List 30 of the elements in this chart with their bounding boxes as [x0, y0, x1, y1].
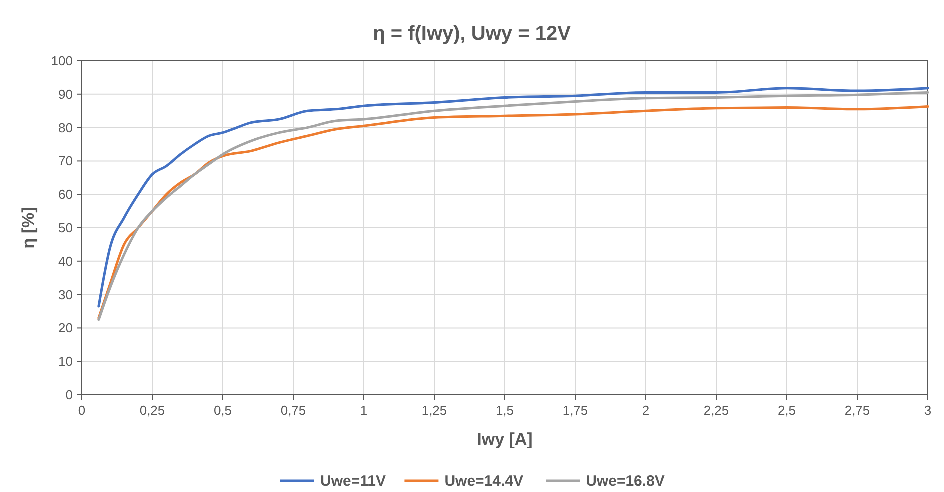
x-tick-label: 1,5 — [496, 403, 514, 418]
y-tick-label: 80 — [58, 120, 73, 136]
y-tick-label: 0 — [66, 388, 73, 402]
y-tick-label: 10 — [58, 354, 73, 370]
x-tick-label: 0,25 — [140, 403, 166, 418]
x-tick-label: 2,25 — [704, 403, 730, 418]
x-tick-label: 0,75 — [280, 403, 306, 418]
legend-label: Uwe=16.8V — [586, 473, 665, 490]
x-tick-label: 2,75 — [844, 403, 870, 418]
y-tick-label: 90 — [58, 86, 73, 102]
x-tick-label: 1 — [360, 403, 368, 418]
x-tick-label: 2,5 — [778, 403, 796, 418]
y-tick-label: 50 — [58, 220, 73, 236]
y-tick-label: 20 — [58, 320, 73, 336]
y-axis-title: η [%] — [19, 207, 38, 249]
y-tick-label: 70 — [58, 154, 73, 169]
x-tick-label: 1,75 — [562, 403, 588, 418]
legend-label: Uwe=14.4V — [444, 473, 524, 490]
y-tick-label: 100 — [51, 54, 73, 68]
y-tick-label: 40 — [58, 254, 73, 269]
x-axis-title: Iwy [A] — [477, 430, 533, 449]
x-tick-label: 2 — [642, 403, 650, 418]
legend-label: Uwe=11V — [320, 473, 386, 490]
chart-title: η = f(Iwy), Uwy = 12V — [373, 23, 572, 45]
x-tick-label: 3 — [924, 403, 932, 418]
x-tick-label: 0 — [78, 403, 86, 418]
x-tick-label: 0,5 — [214, 403, 232, 418]
y-tick-label: 30 — [58, 287, 73, 302]
x-tick-label: 1,25 — [422, 403, 448, 418]
y-tick-label: 60 — [58, 187, 73, 202]
